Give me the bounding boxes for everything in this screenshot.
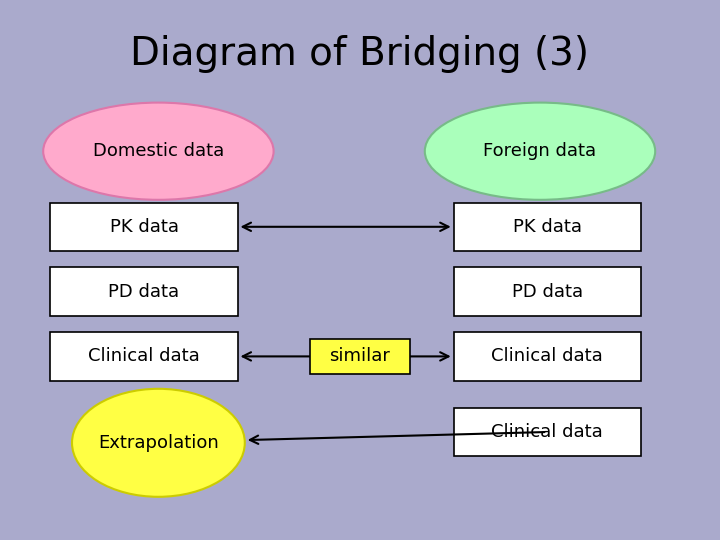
FancyBboxPatch shape xyxy=(454,332,641,381)
Text: Extrapolation: Extrapolation xyxy=(98,434,219,452)
FancyBboxPatch shape xyxy=(310,339,410,374)
FancyBboxPatch shape xyxy=(454,202,641,251)
FancyBboxPatch shape xyxy=(50,267,238,316)
Ellipse shape xyxy=(425,103,655,200)
Text: Foreign data: Foreign data xyxy=(483,142,597,160)
FancyBboxPatch shape xyxy=(454,267,641,316)
Text: PK data: PK data xyxy=(513,218,582,236)
FancyBboxPatch shape xyxy=(50,202,238,251)
Ellipse shape xyxy=(72,389,245,497)
Text: Diagram of Bridging (3): Diagram of Bridging (3) xyxy=(130,35,590,73)
Text: similar: similar xyxy=(330,347,390,366)
Ellipse shape xyxy=(43,103,274,200)
Text: Domestic data: Domestic data xyxy=(93,142,224,160)
Text: PD data: PD data xyxy=(109,282,179,301)
Text: PD data: PD data xyxy=(512,282,582,301)
Text: PK data: PK data xyxy=(109,218,179,236)
Text: Clinical data: Clinical data xyxy=(491,347,603,366)
Text: Clinical data: Clinical data xyxy=(491,423,603,441)
Text: Clinical data: Clinical data xyxy=(88,347,200,366)
FancyBboxPatch shape xyxy=(454,408,641,456)
FancyBboxPatch shape xyxy=(50,332,238,381)
